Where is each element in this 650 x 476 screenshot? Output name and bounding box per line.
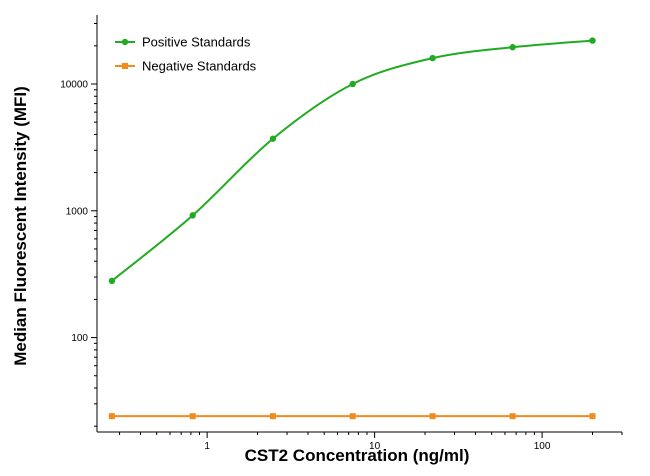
y-tick-label: 10000 <box>60 79 88 90</box>
data-point <box>509 44 516 51</box>
data-point <box>108 277 116 285</box>
data-point <box>589 413 596 420</box>
data-point <box>189 413 196 420</box>
data-point <box>269 135 277 142</box>
x-tick-label: 1 <box>204 441 210 452</box>
data-point <box>269 413 276 420</box>
data-point <box>589 37 596 44</box>
series-layer <box>108 37 596 420</box>
data-point <box>429 54 436 62</box>
legend-marker <box>122 63 128 69</box>
x-ticks: 1 10 100 <box>119 432 623 452</box>
y-tick-label: 1000 <box>66 206 89 217</box>
x-axis-title: CST2 Concentration (ng/ml) <box>245 446 470 465</box>
legend: Positive Standards Negative Standards <box>115 35 257 74</box>
data-point <box>189 212 196 219</box>
legend-label: Negative Standards <box>142 59 257 74</box>
x-tick-label: 10 <box>369 441 381 452</box>
legend-label: Positive Standards <box>142 35 251 50</box>
data-point <box>509 413 516 420</box>
data-point <box>349 413 356 420</box>
y-ticks: 100 1000 10000 <box>60 22 97 427</box>
y-tick-label: 100 <box>71 333 88 344</box>
x-tick-label: 100 <box>534 441 551 452</box>
series-line-1 <box>111 39 593 282</box>
data-point <box>349 80 356 88</box>
data-point <box>108 413 115 420</box>
axes <box>96 15 622 433</box>
data-point <box>429 413 436 420</box>
y-axis-title: Median Fluorescent Intensity (MFI) <box>11 86 30 366</box>
legend-marker <box>121 38 129 46</box>
